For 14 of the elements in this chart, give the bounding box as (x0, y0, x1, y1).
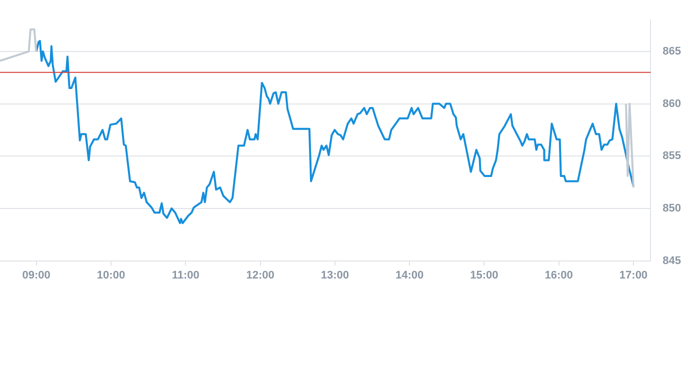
y-tick-label: 865 (662, 45, 682, 58)
x-tick-label: 11:00 (172, 269, 200, 282)
y-tick-label: 850 (662, 202, 682, 214)
x-tick-label: 16:00 (544, 269, 573, 282)
y-tick-label: 860 (662, 98, 682, 110)
x-tick-label: 15:00 (470, 269, 498, 282)
x-tick-label: 17:00 (619, 269, 648, 282)
x-tick-label: 13:00 (320, 269, 349, 282)
x-tick-label: 12:00 (246, 269, 274, 282)
y-tick-label: 855 (662, 150, 682, 162)
x-tick-label: 09:00 (22, 269, 50, 282)
x-tick-label: 10:00 (96, 269, 126, 282)
x-tick-label: 14:00 (395, 269, 424, 282)
y-tick-label: 845 (662, 254, 682, 267)
